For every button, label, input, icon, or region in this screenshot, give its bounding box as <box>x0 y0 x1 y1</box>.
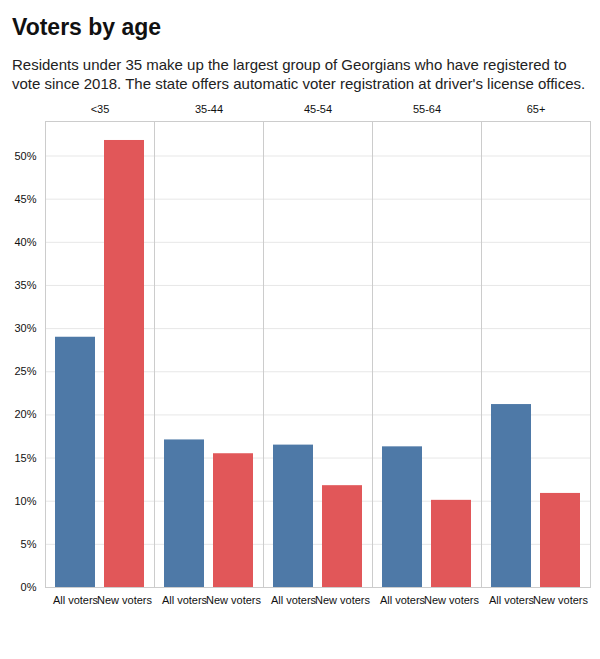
svg-text:35-44: 35-44 <box>195 103 223 115</box>
svg-text:65+: 65+ <box>527 103 546 115</box>
svg-text:All voters: All voters <box>53 594 99 606</box>
svg-text:35%: 35% <box>14 279 36 291</box>
svg-text:25%: 25% <box>14 365 36 377</box>
svg-text:50%: 50% <box>14 150 36 162</box>
svg-text:All voters: All voters <box>489 594 535 606</box>
svg-text:All voters: All voters <box>380 594 426 606</box>
html-text:Voters by age: Voters by age <box>12 14 162 40</box>
svg-text:New voters: New voters <box>533 594 589 606</box>
svg-text:0%: 0% <box>21 581 37 593</box>
svg-text:15%: 15% <box>14 452 36 464</box>
svg-text:45%: 45% <box>14 193 36 205</box>
svg-text:5%: 5% <box>21 538 37 550</box>
html-text:Residents under 35 make up the: Residents under 35 make up the largest g… <box>12 56 586 92</box>
svg-text:New voters: New voters <box>206 594 262 606</box>
svg-text:45-54: 45-54 <box>304 103 332 115</box>
svg-text:New voters: New voters <box>424 594 480 606</box>
svg-text:20%: 20% <box>14 408 36 420</box>
svg-text:30%: 30% <box>14 322 36 334</box>
svg-text:New voters: New voters <box>315 594 371 606</box>
svg-text:10%: 10% <box>14 495 36 507</box>
svg-text:All voters: All voters <box>271 594 317 606</box>
svg-text:40%: 40% <box>14 236 36 248</box>
svg-text:New voters: New voters <box>97 594 153 606</box>
svg-text:<35: <35 <box>91 103 110 115</box>
svg-text:55-64: 55-64 <box>413 103 441 115</box>
svg-text:All voters: All voters <box>162 594 208 606</box>
